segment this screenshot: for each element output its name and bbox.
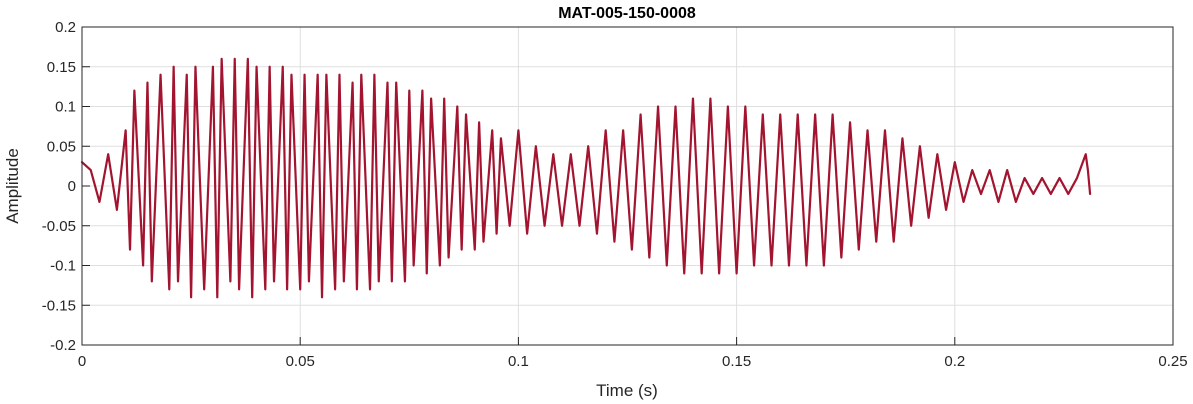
y-tick-label: -0.1: [50, 258, 76, 275]
y-axis: -0.2 -0.15 -0.1 -0.05 0 0.05 0.1 0.15 0.2: [42, 19, 90, 354]
x-tick-label: 0.2: [944, 353, 965, 370]
y-tick-label: -0.15: [42, 297, 76, 314]
x-tick-label: 0.25: [1158, 353, 1187, 370]
y-tick-label: 0: [68, 178, 76, 195]
x-tick-label: 0.15: [722, 353, 751, 370]
y-axis-label: Amplitude: [3, 148, 22, 224]
y-tick-label: 0.15: [47, 59, 76, 76]
y-tick-label: 0.1: [55, 99, 76, 116]
y-tick-label: 0.2: [55, 19, 76, 36]
series-line: [80, 57, 1092, 299]
x-axis: 0 0.05 0.1 0.15 0.2 0.25: [78, 337, 1188, 370]
y-tick-label: -0.05: [42, 218, 76, 235]
x-tick-label: 0.05: [286, 353, 315, 370]
x-tick-label: 0: [78, 353, 86, 370]
y-tick-label: 0.05: [47, 138, 76, 155]
series-layer: [80, 57, 1092, 299]
x-tick-label: 0.1: [508, 353, 529, 370]
x-axis-label: Time (s): [596, 381, 658, 400]
chart-title: MAT-005-150-0008: [558, 5, 696, 22]
y-tick-label: -0.2: [50, 337, 76, 354]
